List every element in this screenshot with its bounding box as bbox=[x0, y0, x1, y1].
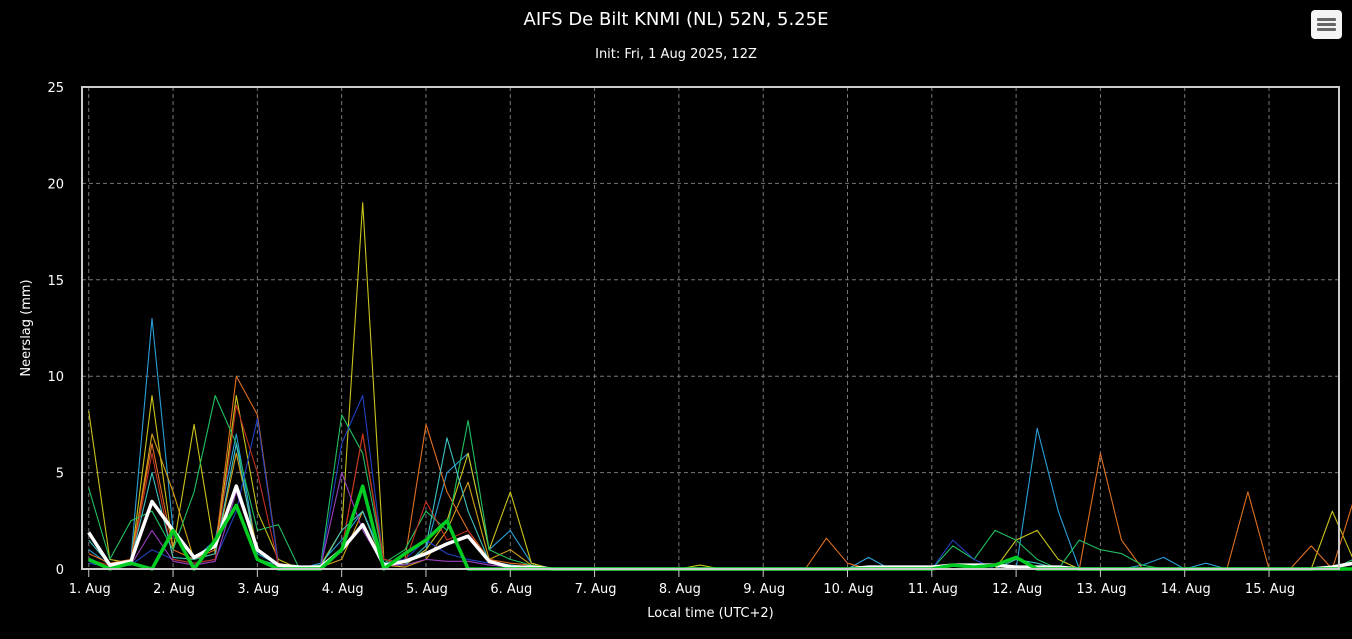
ensemble-member-line-7 bbox=[88, 437, 1352, 570]
control-series-line bbox=[87, 484, 1352, 571]
plot-border bbox=[81, 86, 1340, 570]
y-axis-ticks: 0 5 10 15 20 25 bbox=[47, 81, 64, 578]
y-tick-label: 0 bbox=[56, 563, 64, 578]
series-lines bbox=[87, 202, 1352, 571]
y-tick-label: 5 bbox=[56, 467, 64, 482]
x-tick-label: 5. Aug bbox=[406, 582, 448, 597]
y-tick-label: 20 bbox=[47, 177, 64, 192]
x-tick-label: 15. Aug bbox=[1245, 582, 1295, 597]
x-tick-label: 10. Aug bbox=[823, 582, 873, 597]
x-tick-label: 12. Aug bbox=[992, 582, 1042, 597]
ensemble-member-line-4 bbox=[88, 394, 1352, 570]
x-axis-ticks: 1. Aug 2. Aug 3. Aug 4. Aug 5. Aug 6. Aug 7. A… bbox=[69, 569, 1295, 597]
x-axis-title: Local time (UTC+2) bbox=[647, 606, 773, 621]
x-tick-label: 2. Aug bbox=[153, 582, 195, 597]
chart-subtitle: Init: Fri, 1 Aug 2025, 12Z bbox=[595, 47, 757, 62]
ensemble-member-line-5 bbox=[88, 394, 1352, 570]
grid bbox=[82, 87, 1339, 569]
y-tick-label: 25 bbox=[47, 81, 64, 96]
ensemble-member-line-8 bbox=[88, 472, 1352, 570]
mean-series-line bbox=[87, 484, 1352, 571]
y-axis-title: Neerslag (mm) bbox=[19, 279, 34, 376]
x-tick-label: 4. Aug bbox=[322, 582, 364, 597]
x-tick-label: 11. Aug bbox=[908, 582, 958, 597]
chart-title: AIFS De Bilt KNMI (NL) 52N, 5.25E bbox=[523, 9, 829, 30]
x-tick-label: 8. Aug bbox=[659, 582, 701, 597]
y-tick-label: 10 bbox=[47, 370, 64, 385]
ensemble-member-line-2 bbox=[88, 433, 1352, 570]
x-tick-label: 1. Aug bbox=[69, 582, 111, 597]
ensemble-member-line-0 bbox=[88, 317, 1352, 570]
x-tick-label: 3. Aug bbox=[237, 582, 279, 597]
ensemble-member-line-1 bbox=[88, 202, 1352, 570]
x-tick-label: 13. Aug bbox=[1076, 582, 1126, 597]
x-tick-label: 6. Aug bbox=[490, 582, 532, 597]
x-tick-label: 7. Aug bbox=[575, 582, 617, 597]
chart-menu-button[interactable] bbox=[1311, 10, 1342, 39]
ensemble-member-line-6 bbox=[88, 404, 1352, 570]
x-tick-label: 14. Aug bbox=[1161, 582, 1211, 597]
x-tick-label: 9. Aug bbox=[743, 582, 785, 597]
y-tick-label: 15 bbox=[47, 274, 64, 289]
